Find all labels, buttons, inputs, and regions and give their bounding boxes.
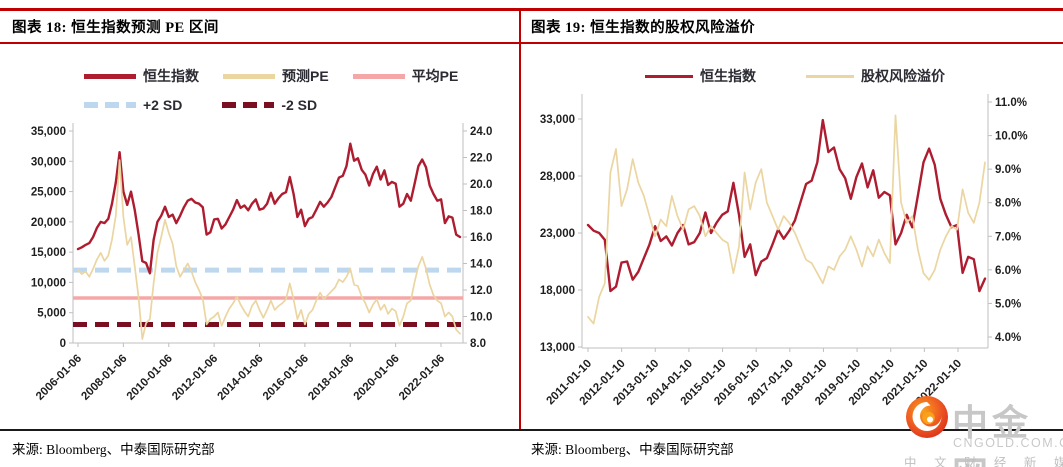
tick-label: 12.0 <box>470 285 492 297</box>
legend-label-avg-pe: 平均PE <box>411 68 459 84</box>
tick-label: 2022-01-06 <box>397 353 447 403</box>
tick-label: 6.0% <box>995 265 1021 277</box>
legend-label-erp: 股权风险溢价 <box>861 68 945 84</box>
hsi-equity-risk-premium-chart: 33,000 28,000 23,000 18,000 13,000 11.0% 10.0%… <box>540 94 1028 408</box>
series-line-恒生指数 <box>76 142 462 275</box>
tick-label: 22.0 <box>470 153 492 165</box>
watermark-domain: CNGOLD.COM.CN <box>953 436 1063 450</box>
watermark-brand: 中金网 <box>952 402 1033 467</box>
tick-label: 7.0% <box>995 231 1021 243</box>
tick-label: 11.0% <box>995 97 1027 109</box>
title-underline-rule <box>0 42 1063 44</box>
cngold-watermark: 中金网 CNGOLD.COM.CN 中 文 财 经 新 媒 体 <box>900 392 1063 467</box>
tick-label: 16.0 <box>470 232 492 244</box>
tick-label: 5.0% <box>995 298 1021 310</box>
tick-label: 14.0 <box>470 259 492 271</box>
tick-label: 2018-01-06 <box>306 353 356 403</box>
hsi-forecast-pe-band-chart: 35,000 30,000 25,000 20,000 15,000 10,000 5,00… <box>31 123 492 403</box>
erp-line-swatch <box>806 74 854 78</box>
tick-label: 20.0 <box>470 179 492 191</box>
avg-pe-line-swatch <box>352 73 405 79</box>
watermark-tagline: 中 文 财 经 新 媒 体 <box>904 456 1063 467</box>
tick-label: 8.0 <box>470 338 486 350</box>
tick-label: 5,000 <box>37 308 66 320</box>
plus2sd-line-swatch <box>84 102 136 108</box>
tick-label: 18,000 <box>540 285 575 297</box>
tick-label: 2008-01-06 <box>79 353 129 403</box>
left-chart-legend-row1: 恒生指数 预测PE 平均PE <box>84 66 458 86</box>
tick-label: 10.0% <box>995 131 1028 143</box>
cngold-logo-icon <box>906 396 948 438</box>
series-line-预测PE <box>77 159 461 340</box>
tick-label: 2010-01-06 <box>125 353 175 403</box>
legend-item-hsi: 恒生指数 <box>84 66 199 86</box>
legend-label-plus2sd: +2 SD <box>143 97 183 113</box>
tick-label: 23,000 <box>540 228 575 240</box>
tick-label: 2016-01-06 <box>261 353 311 403</box>
tick-label: 33,000 <box>540 114 575 126</box>
right-chart-title: 图表 19: 恒生指数的股权风险溢价 <box>531 20 756 36</box>
legend-label-minus2sd: -2 SD <box>281 97 318 113</box>
tick-label: 2006-01-06 <box>34 353 84 403</box>
tick-label: 9.0% <box>995 164 1021 176</box>
tick-label: 35,000 <box>31 126 66 138</box>
legend-label-hsi-2: 恒生指数 <box>700 68 756 84</box>
tick-label: 13,000 <box>540 342 575 354</box>
tick-label: 8.0% <box>995 198 1021 210</box>
tick-label: 10.0 <box>470 312 492 324</box>
tick-label: 10,000 <box>31 277 66 289</box>
left-chart-title: 图表 18: 恒生指数预测 PE 区间 <box>12 20 219 36</box>
tick-label: 4.0% <box>995 332 1021 344</box>
legend-item-hsi-2: 恒生指数 <box>645 66 756 86</box>
tick-label: 2014-01-06 <box>216 353 266 403</box>
legend-item-forecast-pe: 预测PE <box>223 66 329 86</box>
tick-label: 15,000 <box>31 247 66 259</box>
legend-item-erp: 股权风险溢价 <box>806 66 945 86</box>
tick-label: 20,000 <box>31 217 66 229</box>
forecast-pe-line-swatch <box>223 73 275 79</box>
bottom-black-rule <box>0 429 1063 431</box>
tick-label: 0 <box>60 338 66 350</box>
tick-label: 28,000 <box>540 171 575 183</box>
left-chart-legend-row2: +2 SD -2 SD <box>84 97 317 113</box>
series-line-股权风险溢价 <box>587 114 986 325</box>
legend-item-minus2sd: -2 SD <box>222 97 317 113</box>
legend-label-hsi: 恒生指数 <box>143 68 199 84</box>
tick-label: 2012-01-06 <box>170 353 220 403</box>
legend-item-avg-pe: 平均PE <box>352 66 459 86</box>
legend-item-plus2sd: +2 SD <box>84 97 182 113</box>
tick-label: 18.0 <box>470 206 492 218</box>
right-chart-source: 来源: Bloomberg、中泰国际研究部 <box>531 442 734 457</box>
tick-label: 24.0 <box>470 126 492 138</box>
tick-label: 2020-01-06 <box>352 353 402 403</box>
top-red-rule <box>0 8 1063 11</box>
legend-label-forecast-pe: 预测PE <box>282 68 329 84</box>
left-chart-source: 来源: Bloomberg、中泰国际研究部 <box>12 442 215 457</box>
panel-divider <box>519 8 521 431</box>
right-chart-legend: 恒生指数 股权风险溢价 <box>645 66 945 86</box>
tick-label: 30,000 <box>31 156 66 168</box>
series-line-恒生指数 <box>586 118 987 293</box>
hsi-line-swatch <box>84 73 136 79</box>
hsi-line-swatch-2 <box>645 74 693 78</box>
tick-label: 25,000 <box>31 187 66 199</box>
minus2sd-line-swatch <box>222 102 275 108</box>
